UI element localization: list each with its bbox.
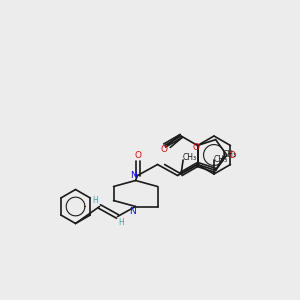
Text: CH₃: CH₃: [183, 154, 197, 163]
Text: CH₃: CH₃: [214, 154, 228, 164]
Text: H: H: [93, 196, 98, 205]
Text: O: O: [228, 151, 235, 160]
Text: O: O: [134, 151, 141, 160]
Text: O: O: [160, 146, 168, 154]
Text: N: N: [130, 171, 137, 180]
Text: H: H: [119, 218, 124, 227]
Text: O: O: [192, 143, 199, 152]
Text: N: N: [129, 207, 136, 216]
Text: CH₃: CH₃: [223, 150, 237, 159]
